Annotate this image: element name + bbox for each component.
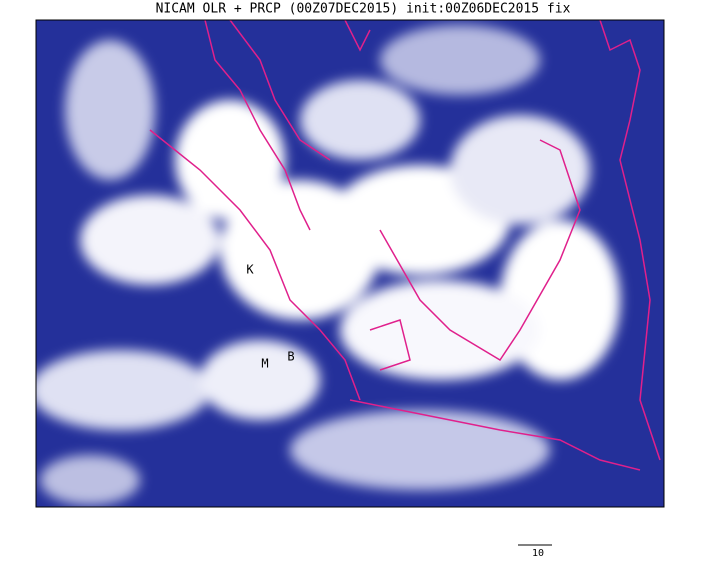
olr-field bbox=[36, 25, 620, 505]
coastlines bbox=[149, 20, 661, 471]
map-title: NICAM OLR + PRCP (00Z07DEC2015) init:00Z… bbox=[156, 2, 571, 17]
vector-reference-label: 10 bbox=[532, 548, 544, 559]
station-marker: B bbox=[287, 350, 294, 364]
map-frame bbox=[35, 19, 665, 508]
station-marker: M bbox=[261, 357, 268, 371]
station-marker: K bbox=[246, 263, 254, 277]
map-area bbox=[36, 20, 664, 507]
